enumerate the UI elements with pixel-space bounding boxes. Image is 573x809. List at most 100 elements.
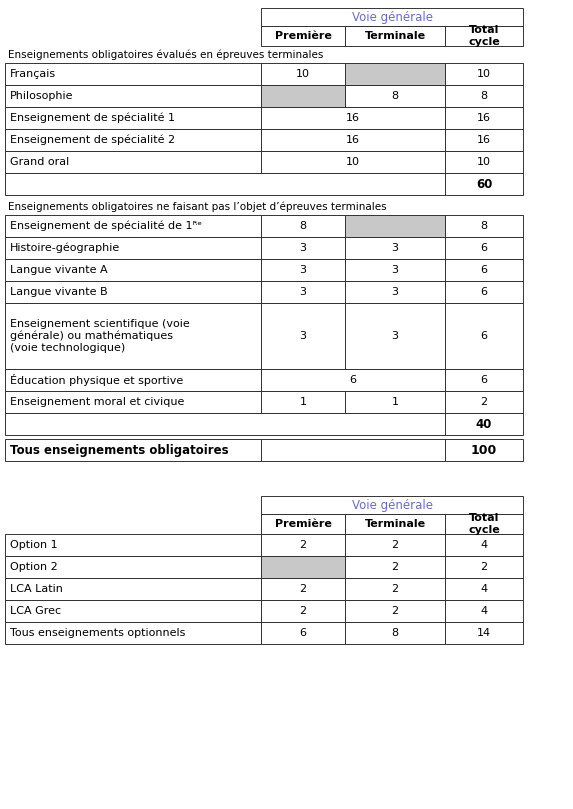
- Text: 2: 2: [480, 397, 488, 407]
- Text: Total
cycle: Total cycle: [468, 513, 500, 535]
- Bar: [5, 439, 261, 461]
- Text: 2: 2: [391, 584, 399, 594]
- Bar: [5, 215, 261, 237]
- Text: Enseignement de spécialité de 1ᴿᵉ: Enseignement de spécialité de 1ᴿᵉ: [10, 221, 202, 231]
- Bar: [5, 391, 261, 413]
- Text: Philosophie: Philosophie: [10, 91, 73, 101]
- Text: 8: 8: [480, 221, 488, 231]
- Bar: [345, 578, 445, 600]
- Bar: [445, 259, 523, 281]
- Bar: [261, 107, 445, 129]
- Bar: [261, 556, 345, 578]
- Text: 6: 6: [481, 287, 488, 297]
- Text: Voie générale: Voie générale: [351, 498, 433, 511]
- Text: Tous enseignements optionnels: Tous enseignements optionnels: [10, 628, 186, 638]
- Bar: [261, 281, 345, 303]
- Bar: [345, 514, 445, 534]
- Text: Histoire-géographie: Histoire-géographie: [10, 243, 120, 253]
- Text: 60: 60: [476, 177, 492, 190]
- Bar: [261, 303, 345, 369]
- Bar: [261, 129, 445, 151]
- Bar: [345, 63, 445, 85]
- Bar: [261, 556, 345, 578]
- Bar: [345, 215, 445, 237]
- Bar: [5, 281, 261, 303]
- Bar: [445, 129, 523, 151]
- Text: Tous enseignements obligatoires: Tous enseignements obligatoires: [10, 443, 229, 456]
- Bar: [5, 622, 261, 644]
- Text: 6: 6: [481, 265, 488, 275]
- Bar: [345, 259, 445, 281]
- Text: Option 2: Option 2: [10, 562, 58, 572]
- Bar: [445, 391, 523, 413]
- Text: 3: 3: [300, 331, 307, 341]
- Bar: [445, 556, 523, 578]
- Text: 2: 2: [300, 606, 307, 616]
- Bar: [345, 215, 445, 237]
- Text: 8: 8: [391, 91, 399, 101]
- Text: Enseignement moral et civique: Enseignement moral et civique: [10, 397, 185, 407]
- Bar: [5, 578, 261, 600]
- Bar: [445, 151, 523, 173]
- Bar: [445, 514, 523, 534]
- Text: 3: 3: [300, 287, 307, 297]
- Text: 4: 4: [480, 606, 488, 616]
- Bar: [261, 237, 345, 259]
- Bar: [261, 622, 345, 644]
- Text: 16: 16: [477, 135, 491, 145]
- Text: 10: 10: [477, 157, 491, 167]
- Text: Langue vivante B: Langue vivante B: [10, 287, 108, 297]
- Text: 2: 2: [480, 562, 488, 572]
- Bar: [445, 622, 523, 644]
- Bar: [261, 259, 345, 281]
- Text: 6: 6: [481, 375, 488, 385]
- Text: Option 1: Option 1: [10, 540, 58, 550]
- Text: Terminale: Terminale: [364, 31, 426, 41]
- Bar: [5, 151, 261, 173]
- Text: 2: 2: [300, 540, 307, 550]
- Bar: [261, 63, 345, 85]
- Bar: [445, 237, 523, 259]
- Bar: [345, 600, 445, 622]
- Text: Première: Première: [274, 31, 331, 41]
- Text: 40: 40: [476, 417, 492, 430]
- Text: 2: 2: [300, 584, 307, 594]
- Text: 3: 3: [391, 243, 398, 253]
- Text: 10: 10: [346, 157, 360, 167]
- Text: Enseignements obligatoires ne faisant pas l’objet d’épreuves terminales: Enseignements obligatoires ne faisant pa…: [8, 201, 387, 212]
- Bar: [5, 237, 261, 259]
- Text: 1: 1: [391, 397, 398, 407]
- Bar: [261, 439, 445, 461]
- Bar: [5, 556, 261, 578]
- Bar: [5, 107, 261, 129]
- Bar: [5, 173, 445, 195]
- Text: LCA Grec: LCA Grec: [10, 606, 61, 616]
- Text: Terminale: Terminale: [364, 519, 426, 529]
- Text: Enseignement scientifique (voie
générale) ou mathématiques
(voie technologique): Enseignement scientifique (voie générale…: [10, 319, 190, 354]
- Bar: [261, 151, 445, 173]
- Bar: [261, 8, 523, 26]
- Bar: [445, 369, 523, 391]
- Text: 16: 16: [477, 113, 491, 123]
- Bar: [445, 281, 523, 303]
- Bar: [445, 600, 523, 622]
- Bar: [261, 496, 523, 514]
- Bar: [5, 413, 445, 435]
- Text: 3: 3: [300, 243, 307, 253]
- Bar: [261, 600, 345, 622]
- Bar: [345, 63, 445, 85]
- Bar: [445, 578, 523, 600]
- Bar: [445, 173, 523, 195]
- Text: 2: 2: [391, 540, 399, 550]
- Text: 6: 6: [350, 375, 356, 385]
- Text: 3: 3: [391, 287, 398, 297]
- Text: Enseignement de spécialité 1: Enseignement de spécialité 1: [10, 112, 175, 123]
- Text: 1: 1: [300, 397, 307, 407]
- Bar: [445, 439, 523, 461]
- Bar: [261, 369, 445, 391]
- Text: 100: 100: [471, 443, 497, 456]
- Bar: [445, 107, 523, 129]
- Bar: [5, 85, 261, 107]
- Bar: [445, 26, 523, 46]
- Bar: [345, 281, 445, 303]
